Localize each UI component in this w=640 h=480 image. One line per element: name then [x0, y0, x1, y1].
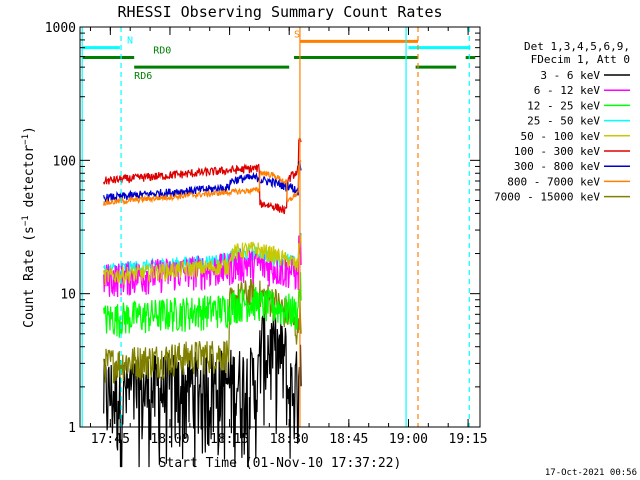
state-bars: N S RD0 RD6 [81, 29, 476, 82]
vertical-markers [81, 27, 470, 427]
legend-entry-label: 300 - 800 keV [514, 160, 600, 173]
x-tick-label: 19:15 [449, 432, 488, 447]
series-line [103, 272, 302, 338]
legend: Det 1,3,4,5,6,9, FDecim 1, Att 0 3 - 6 k… [494, 40, 630, 204]
legend-entry-label: 100 - 300 keV [514, 145, 600, 158]
x-tick-label: 18:00 [150, 432, 189, 447]
series-line [103, 234, 302, 286]
series-line [103, 159, 302, 206]
legend-header-line1: Det 1,3,4,5,6,9, [524, 40, 630, 53]
x-axis-label: Start Time (01-Nov-10 17:37:22) [159, 456, 402, 471]
x-tick-label: 19:00 [389, 432, 428, 447]
legend-header-line2: FDecim 1, Att 0 [531, 53, 630, 66]
series-line [103, 311, 302, 468]
x-tick-label: 18:30 [270, 432, 309, 447]
series-line [103, 137, 302, 215]
series-line [103, 278, 302, 385]
x-tick-label: 18:15 [210, 432, 249, 447]
y-tick-label: 100 [53, 154, 76, 169]
state-bar-label: N [127, 36, 133, 47]
y-tick-label: 1 [68, 421, 76, 436]
legend-entry-label: 25 - 50 keV [527, 115, 600, 128]
y-axis-ticks: 1 10 100 1000 [45, 21, 480, 436]
legend-entry-label: 7000 - 15000 keV [494, 191, 600, 204]
x-tick-label: 17:45 [91, 432, 130, 447]
plot-frame [79, 26, 481, 428]
state-bar-label: S [294, 29, 300, 40]
y-axis-label: Count Rate (s−1 detector−1) [21, 126, 37, 328]
footer-timestamp: 17-Oct-2021 00:56 [545, 468, 637, 478]
y-tick-label: 10 [60, 288, 76, 303]
x-axis-ticks: 17:45 18:00 18:15 18:30 18:45 19:00 19:15 [89, 27, 488, 447]
legend-entry-label: 800 - 7000 keV [507, 175, 600, 188]
y-tick-label: 1000 [45, 21, 76, 36]
legend-entry-label: 3 - 6 keV [540, 69, 600, 82]
legend-entry-label: 50 - 100 keV [521, 130, 601, 143]
state-bar-label: RD0 [153, 46, 171, 57]
chart-title: RHESSI Observing Summary Count Rates [117, 3, 442, 21]
state-bar-label: RD6 [134, 71, 152, 82]
data-layer [103, 137, 302, 468]
x-tick-label: 18:45 [329, 432, 368, 447]
series-line [103, 161, 302, 205]
legend-entry-label: 6 - 12 keV [534, 84, 601, 97]
legend-entry-label: 12 - 25 keV [527, 99, 600, 112]
